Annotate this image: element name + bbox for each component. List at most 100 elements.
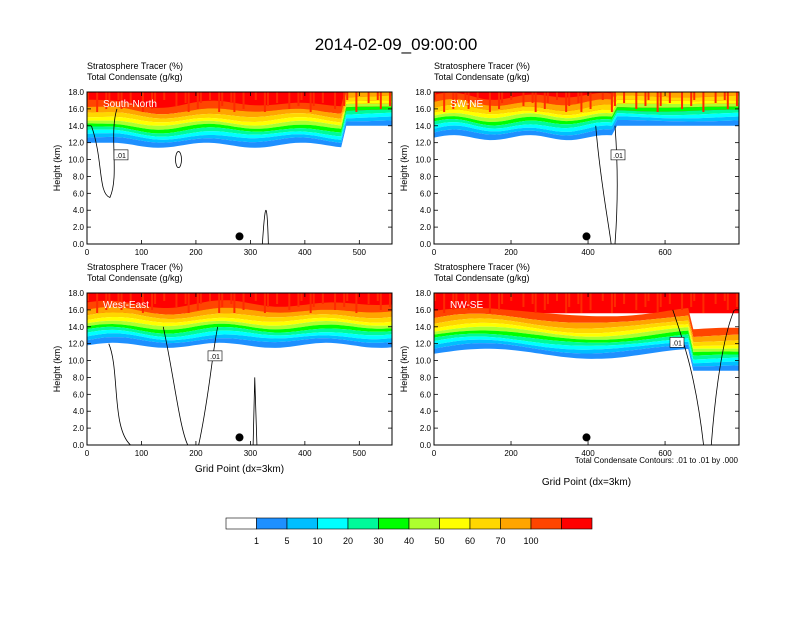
x-tick-label: 600 bbox=[658, 449, 672, 458]
tracer-field bbox=[434, 92, 739, 244]
tracer-streak bbox=[187, 293, 190, 313]
colorbar-tick-label: 10 bbox=[312, 536, 322, 546]
panel-title-tracer: Stratosphere Tracer (%) bbox=[87, 262, 183, 272]
tracer-streak bbox=[175, 92, 178, 106]
tracer-streak bbox=[464, 293, 467, 301]
y-tick-label: 10.0 bbox=[68, 156, 84, 165]
tracer-streak bbox=[589, 92, 592, 109]
tracer-streak bbox=[644, 293, 647, 307]
tracer-streak bbox=[635, 92, 638, 109]
band-level-4 bbox=[434, 109, 739, 129]
y-tick-label: 14.0 bbox=[415, 323, 431, 332]
tracer-streak bbox=[656, 293, 659, 313]
condensate-contours bbox=[90, 108, 269, 244]
y-tick-label: 16.0 bbox=[415, 105, 431, 114]
tracer-streak bbox=[108, 293, 111, 304]
band-level-9 bbox=[87, 306, 392, 319]
panel-title-tracer: Stratosphere Tracer (%) bbox=[87, 61, 183, 71]
tracer-streak bbox=[129, 293, 132, 307]
band-level-8 bbox=[87, 312, 392, 323]
tracer-streak bbox=[577, 92, 580, 103]
colorbar-tick-label: 70 bbox=[495, 536, 505, 546]
location-marker bbox=[582, 433, 591, 442]
tracer-streak bbox=[120, 92, 123, 109]
tracer-streak bbox=[263, 293, 266, 313]
x-tick-label: 400 bbox=[298, 449, 312, 458]
band-level-2 bbox=[434, 339, 739, 367]
y-tick-label: 0.0 bbox=[73, 441, 85, 450]
y-tick-label: 2.0 bbox=[420, 223, 432, 232]
panel-title-condensate: Total Condensate (g/kg) bbox=[87, 273, 183, 283]
x-tick-label: 100 bbox=[135, 449, 149, 458]
band-level-9 bbox=[434, 92, 739, 111]
tracer-streak bbox=[388, 92, 391, 106]
tracer-streak bbox=[531, 92, 534, 103]
tracer-streak bbox=[334, 92, 337, 109]
tracer-streak bbox=[476, 293, 479, 307]
tracer-streak bbox=[623, 92, 626, 103]
tracer-streak bbox=[693, 92, 696, 100]
location-marker bbox=[235, 232, 244, 241]
tracer-streak bbox=[105, 92, 108, 109]
tracer-streak bbox=[726, 92, 729, 109]
tracer-streak bbox=[96, 92, 99, 112]
tracer-streak bbox=[196, 92, 199, 109]
x-tick-label: 0 bbox=[432, 449, 437, 458]
contour-line bbox=[261, 209, 269, 244]
panel-title-condensate: Total Condensate (g/kg) bbox=[434, 72, 530, 82]
tracer-streak bbox=[355, 92, 358, 112]
y-tick-label: 12.0 bbox=[415, 340, 431, 349]
tracer-streak bbox=[702, 293, 705, 313]
figure-title: 2014-02-09_09:00:00 bbox=[315, 35, 478, 54]
tracer-streak bbox=[288, 92, 291, 109]
tracer-streak bbox=[141, 293, 144, 313]
tracer-streak bbox=[276, 293, 279, 304]
y-tick-label: 18.0 bbox=[415, 88, 431, 97]
tracer-streak bbox=[455, 293, 458, 304]
tracer-streak bbox=[534, 92, 537, 112]
tracer-streak bbox=[300, 293, 303, 301]
band-level-1 bbox=[87, 120, 392, 148]
band-level-3 bbox=[87, 112, 392, 140]
colorbar-tick-label: 20 bbox=[343, 536, 353, 546]
tracer-streak bbox=[346, 92, 349, 100]
y-tick-label: 4.0 bbox=[420, 206, 432, 215]
tracer-streak bbox=[467, 92, 470, 109]
x-tick-label: 200 bbox=[189, 248, 203, 257]
y-tick-label: 14.0 bbox=[415, 122, 431, 131]
contour-label-text: .01 bbox=[116, 153, 126, 160]
tracer-streak bbox=[175, 293, 178, 307]
y-tick-label: 10.0 bbox=[415, 156, 431, 165]
contour-label: .01 bbox=[669, 337, 685, 348]
plot-frame bbox=[433, 91, 740, 245]
tracer-streak bbox=[455, 92, 458, 103]
tracer-streak bbox=[635, 293, 638, 310]
tracer-streak bbox=[120, 293, 123, 310]
x-axis-label: Grid Point (dx=3km) bbox=[542, 477, 631, 488]
band-level-8 bbox=[434, 318, 739, 346]
colorbar-swatch bbox=[439, 517, 471, 530]
tracer-streak bbox=[589, 293, 592, 310]
colorbar-swatch bbox=[317, 517, 349, 530]
tracer-streak bbox=[388, 293, 391, 307]
y-tick-label: 14.0 bbox=[68, 122, 84, 131]
colorbar-swatch bbox=[561, 517, 593, 530]
location-marker bbox=[235, 433, 244, 442]
contour-label-text: .01 bbox=[672, 340, 682, 347]
tracer-streak bbox=[379, 92, 382, 109]
tracer-streak bbox=[87, 293, 89, 301]
tracer-streak bbox=[568, 293, 571, 307]
tracer-streak bbox=[656, 92, 659, 112]
tracer-streak bbox=[199, 293, 202, 304]
contour-line bbox=[672, 309, 735, 445]
x-tick-label: 400 bbox=[298, 248, 312, 257]
location-marker bbox=[582, 232, 591, 241]
tracer-streak bbox=[266, 92, 269, 106]
band-level-1 bbox=[434, 343, 739, 371]
tracer-streak bbox=[108, 92, 111, 103]
tracer-streak bbox=[154, 92, 157, 103]
x-axis-label: Grid Point (dx=3km) bbox=[195, 464, 284, 475]
y-axis-label: Height (km) bbox=[399, 145, 409, 192]
